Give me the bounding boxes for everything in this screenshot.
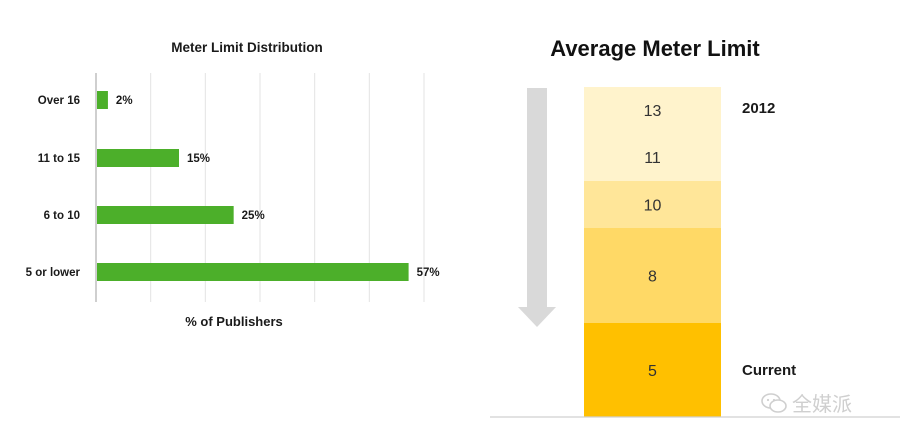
value-label: 57%: [417, 267, 440, 279]
left-chart-title: Meter Limit Distribution: [171, 40, 323, 55]
segment-value: 11: [644, 150, 661, 167]
left-chart-x-axis-label: % of Publishers: [185, 314, 283, 329]
category-label: 6 to 10: [44, 210, 80, 222]
left-chart-bars: Over 16 2% 11 to 15 15% 6 to 10 25% 5 or lower…: [26, 91, 440, 281]
segment-value: 8: [648, 269, 657, 286]
watermark-text: 全媒派: [792, 392, 852, 416]
wechat-icon: [761, 392, 787, 413]
value-label: 25%: [242, 210, 265, 222]
segment-11: [584, 133, 721, 181]
category-label: Over 16: [38, 95, 80, 107]
bar-over-16: [97, 91, 108, 109]
segment-8: [584, 228, 721, 323]
value-label: 2%: [116, 95, 133, 107]
meter-limit-segments: 13 11 10 8 5: [584, 87, 721, 417]
segment-value: 13: [644, 103, 662, 120]
right-chart-title: Average Meter Limit: [550, 36, 760, 61]
segment-5: [584, 323, 721, 417]
category-label: 5 or lower: [26, 267, 81, 279]
watermark: 全媒派: [760, 388, 852, 417]
segment-10: [584, 181, 721, 228]
bar-5-or-lower: [97, 263, 409, 281]
segment-13: [584, 87, 721, 133]
meter-limit-distribution-chart: Meter Limit Distribution Over 16 2% 11 to …: [26, 40, 440, 329]
value-label: 15%: [187, 153, 210, 165]
down-arrow-icon: [518, 88, 556, 327]
bar-11-to-15: [97, 149, 179, 167]
segment-value: 5: [648, 363, 657, 380]
label-2012: 2012: [742, 100, 775, 117]
segment-value: 10: [644, 198, 662, 215]
category-label: 11 to 15: [38, 153, 81, 165]
bar-6-to-10: [97, 206, 234, 224]
label-current: Current: [742, 362, 796, 379]
